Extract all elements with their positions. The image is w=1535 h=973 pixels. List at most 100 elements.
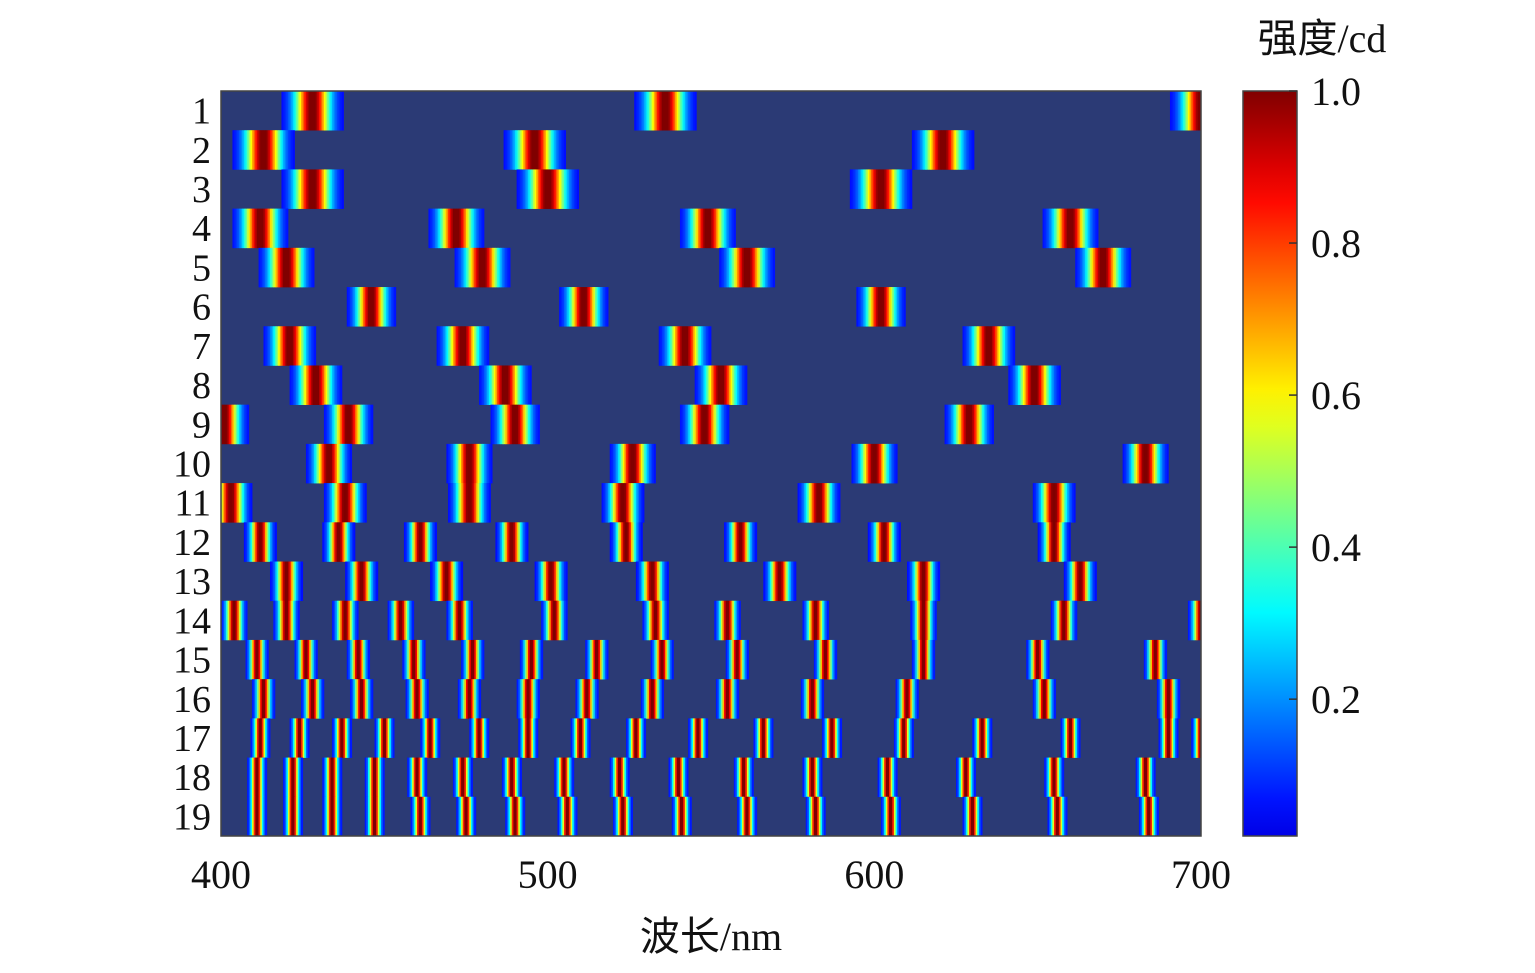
heatmap-cell: [301, 757, 304, 798]
heatmap-cell: [265, 522, 268, 562]
x-tick-label: 600: [844, 852, 904, 897]
heatmap-cell: [835, 718, 838, 758]
heatmap-cell: [660, 326, 663, 366]
heatmap-cell: [523, 522, 526, 562]
heatmap-cell: [960, 404, 963, 445]
heatmap-cell: [248, 208, 251, 249]
heatmap-cell: [557, 757, 560, 798]
heatmap-cell: [359, 639, 362, 680]
heatmap-cell: [261, 757, 264, 798]
heatmap-cell: [351, 404, 354, 445]
heatmap-cell: [459, 483, 462, 523]
heatmap-cell: [510, 757, 513, 798]
heatmap-cell: [1008, 365, 1011, 405]
heatmap-cell: [978, 718, 981, 758]
heatmap-cell: [557, 600, 560, 641]
heatmap-cell: [707, 326, 710, 366]
heatmap-cell: [410, 757, 413, 798]
heatmap-cell: [345, 600, 348, 641]
heatmap-cell: [317, 91, 320, 131]
heatmap-cell: [377, 718, 380, 758]
heatmap-cell: [371, 404, 374, 445]
heatmap-cell: [1112, 247, 1115, 288]
heatmap-cell: [887, 287, 890, 327]
heatmap-cell: [701, 326, 704, 366]
heatmap-cell: [719, 208, 722, 249]
heatmap-cell: [294, 91, 297, 131]
heatmap-cell: [913, 130, 916, 170]
heatmap-cell: [970, 326, 973, 366]
heatmap-cell: [753, 522, 756, 562]
heatmap-cell: [1065, 483, 1068, 523]
heatmap-cell: [900, 287, 903, 327]
heatmap-cell: [353, 600, 356, 641]
heatmap-cell: [639, 91, 642, 131]
heatmap-cell: [1055, 757, 1058, 798]
heatmap-cell: [642, 679, 645, 719]
heatmap-cell: [497, 522, 500, 562]
heatmap-cell: [369, 796, 372, 837]
heatmap-cell: [335, 483, 338, 523]
heatmap-cell: [1045, 522, 1048, 562]
heatmap-cell: [410, 522, 413, 562]
heatmap-cell: [278, 561, 281, 602]
heatmap-cell: [838, 483, 841, 523]
heatmap-cell: [684, 404, 687, 445]
heatmap-cell: [292, 130, 295, 170]
heatmap-cell: [279, 326, 282, 366]
heatmap-cell: [358, 639, 361, 680]
heatmap-cell: [265, 796, 268, 837]
heatmap-cell: [503, 365, 506, 405]
heatmap-cell: [461, 247, 464, 288]
heatmap-cell: [490, 365, 493, 405]
heatmap-cell: [562, 561, 565, 602]
heatmap-cell: [604, 287, 607, 327]
heatmap-cell: [679, 404, 682, 445]
heatmap-cell: [740, 757, 743, 798]
heatmap-cell: [521, 169, 524, 209]
heatmap-cell: [975, 326, 978, 366]
heatmap-cell: [1078, 208, 1081, 249]
heatmap-cell: [425, 522, 428, 562]
heatmap-cell: [967, 404, 970, 445]
heatmap-cell: [503, 522, 506, 562]
heatmap-cell: [474, 796, 477, 837]
heatmap-cell: [1142, 443, 1145, 484]
heatmap-cell: [624, 522, 627, 562]
heatmap-cell: [384, 718, 387, 758]
heatmap-cell: [240, 483, 243, 523]
heatmap-cell: [813, 600, 816, 641]
heatmap-cell: [962, 326, 965, 366]
heatmap-cell: [804, 679, 807, 719]
heatmap-cell: [372, 757, 375, 798]
heatmap-cell: [987, 326, 990, 366]
heatmap-cell: [1165, 679, 1168, 719]
heatmap-cell: [977, 796, 980, 837]
heatmap-cell: [417, 639, 420, 680]
heatmap-cell: [921, 130, 924, 170]
heatmap-cell: [572, 169, 575, 209]
heatmap-cell: [286, 247, 289, 288]
heatmap-cell: [1088, 208, 1091, 249]
heatmap-cell: [897, 287, 900, 327]
heatmap-cell: [227, 483, 230, 523]
heatmap-cell: [1192, 600, 1195, 641]
heatmap-cell: [1165, 443, 1168, 484]
heatmap-cell: [683, 404, 686, 445]
heatmap-cell: [260, 247, 263, 288]
heatmap-cell: [660, 639, 663, 680]
heatmap-cell: [336, 796, 339, 837]
heatmap-cell: [817, 600, 820, 641]
heatmap-cell: [449, 443, 452, 484]
heatmap-cell: [510, 130, 513, 170]
heatmap-cell: [327, 443, 330, 484]
heatmap-cell: [738, 639, 741, 680]
heatmap-cell: [1163, 443, 1166, 484]
heatmap-cell: [261, 718, 264, 758]
heatmap-cell: [916, 600, 919, 641]
y-tick-label: 3: [192, 169, 211, 211]
heatmap-cell: [833, 483, 836, 523]
heatmap-cell: [250, 130, 253, 170]
heatmap-cell: [467, 443, 470, 484]
heatmap-cell: [627, 757, 630, 798]
